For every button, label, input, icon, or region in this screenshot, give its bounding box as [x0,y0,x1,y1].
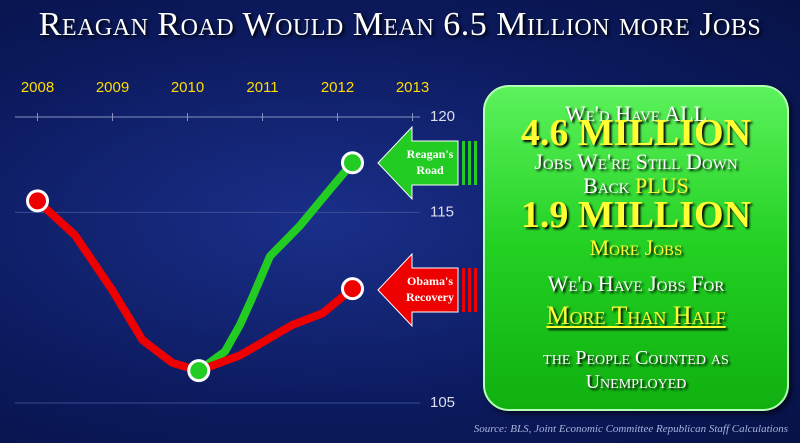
x-tick-label: 2013 [396,79,429,96]
x-tick-label: 2010 [171,79,204,96]
series-line [33,196,357,375]
point-marker [341,277,364,301]
point-marker [26,189,49,213]
panel-line: We'd Have ALL [564,101,708,126]
x-tick-label: 2011 [246,79,278,96]
panel-line: More Than Half [546,301,726,330]
summary-panel: We'd Have ALL 4.6 MILLION Jobs We're Sti… [483,85,789,411]
panel-line: Unemployed [585,371,687,393]
arrow-shape [377,125,459,201]
arrow-stripe [468,141,471,185]
legend-label: Reagan's Road [407,147,454,177]
panel-figure: 1.9 MILLION [520,194,752,236]
panel-figure: 4.6 MILLION [520,112,752,154]
panel-line: the People Counted as [543,347,729,369]
callout-arrow: Reagan's Road [377,125,477,201]
y-tick-label: 115 [430,203,454,220]
chart-title: Reagan Road Would Mean 6.5 Million more … [38,6,762,43]
arrow-stripe [474,141,477,185]
panel-line: We'd Have Jobs For [547,271,725,296]
arrow-stripe [462,141,465,185]
panel-word: PLUS [635,173,689,198]
y-tick-label: 120 [430,108,455,125]
panel-line: More Jobs [589,235,683,260]
panel-line: Jobs We're Still Down [534,149,738,174]
panel-word: Back [583,173,630,198]
source-note: Source: BLS, Joint Economic Committee Re… [473,423,788,435]
series-line [194,158,357,375]
point-marker [341,151,364,175]
panel-line: Back PLUS [485,173,787,199]
x-tick-label: 2009 [96,79,129,96]
y-tick-label: 105 [430,394,455,411]
point-marker [187,359,211,383]
callout-arrow: Obama's Recovery [377,252,477,328]
arrow-stripe [462,268,465,312]
legend-label: Obama's Recovery [406,274,454,304]
x-tick-label: 2012 [321,79,354,96]
x-tick-label: 2008 [21,79,54,96]
arrow-stripe [474,268,477,312]
arrow-shape [377,252,459,328]
arrow-stripe [468,268,471,312]
